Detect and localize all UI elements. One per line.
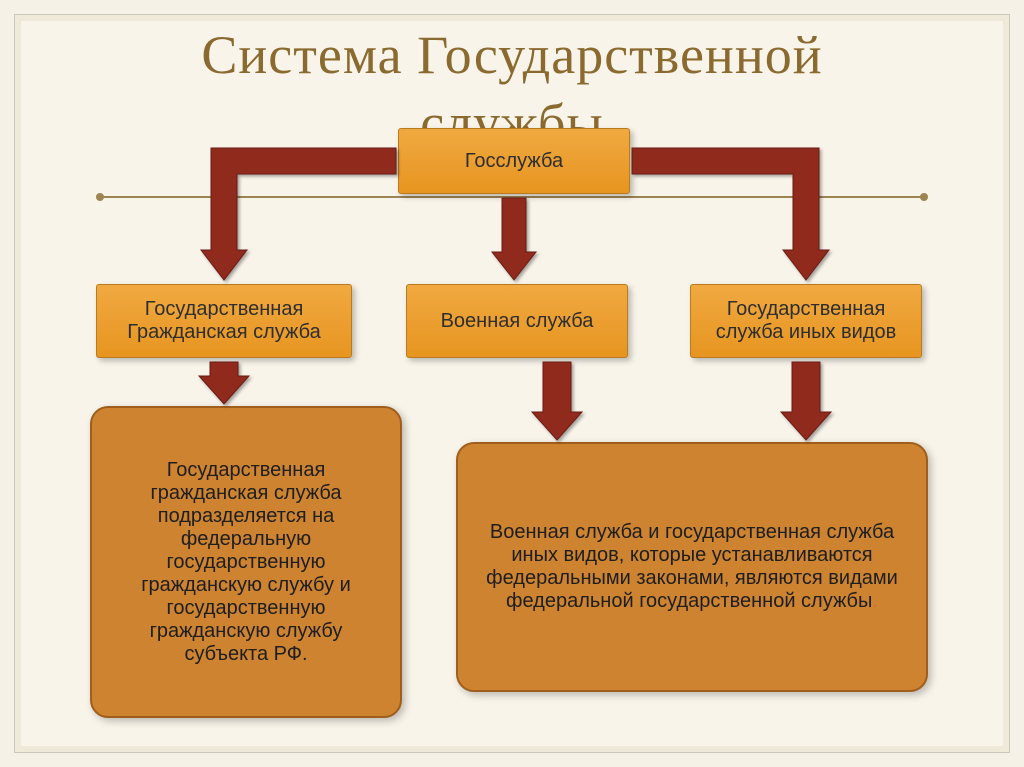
node-root-label: Госслужба xyxy=(465,150,563,173)
node-military-service: Военная служба xyxy=(406,284,628,358)
node-military-service-label: Военная служба xyxy=(441,310,594,333)
node-other-service: Государственнаяслужба иных видов xyxy=(690,284,922,358)
slide-title-line1: Система Государственной xyxy=(0,24,1024,86)
detail-civil-service: Государственная гражданская служба подра… xyxy=(90,406,402,718)
detail-civil-service-text: Государственная гражданская служба подра… xyxy=(112,459,380,666)
detail-military-other: Военная служба и государственная служба … xyxy=(456,442,928,692)
detail-military-other-text: Военная служба и государственная служба … xyxy=(478,521,906,613)
node-other-service-label: Государственнаяслужба иных видов xyxy=(716,298,897,344)
node-civil-service-label: ГосударственнаяГражданская служба xyxy=(127,298,321,344)
node-root: Госслужба xyxy=(398,128,630,194)
title-divider xyxy=(100,196,924,198)
node-civil-service: ГосударственнаяГражданская служба xyxy=(96,284,352,358)
